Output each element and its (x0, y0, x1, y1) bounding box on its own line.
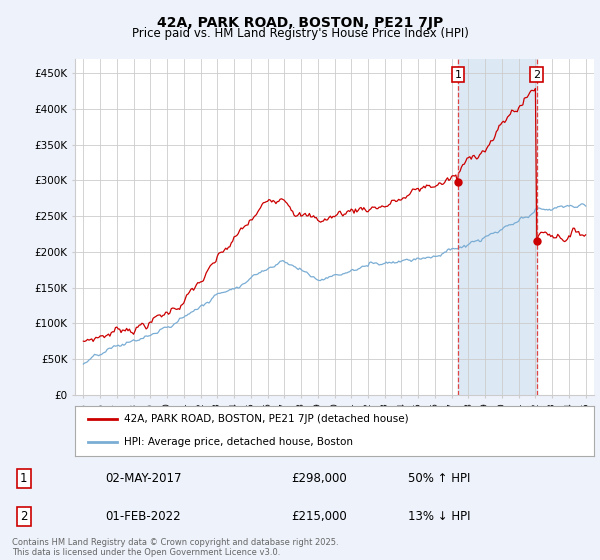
Text: £215,000: £215,000 (292, 510, 347, 523)
Text: 2: 2 (20, 510, 28, 523)
Text: Price paid vs. HM Land Registry's House Price Index (HPI): Price paid vs. HM Land Registry's House … (131, 27, 469, 40)
Text: 2: 2 (533, 69, 541, 80)
Text: 42A, PARK ROAD, BOSTON, PE21 7JP: 42A, PARK ROAD, BOSTON, PE21 7JP (157, 16, 443, 30)
Text: 01-FEB-2022: 01-FEB-2022 (105, 510, 181, 523)
Text: 50% ↑ HPI: 50% ↑ HPI (408, 472, 470, 485)
Text: Contains HM Land Registry data © Crown copyright and database right 2025.
This d: Contains HM Land Registry data © Crown c… (12, 538, 338, 557)
Text: 1: 1 (454, 69, 461, 80)
Text: 1: 1 (20, 472, 28, 485)
Text: 13% ↓ HPI: 13% ↓ HPI (408, 510, 470, 523)
Text: £298,000: £298,000 (292, 472, 347, 485)
Text: 02-MAY-2017: 02-MAY-2017 (105, 472, 182, 485)
Text: 42A, PARK ROAD, BOSTON, PE21 7JP (detached house): 42A, PARK ROAD, BOSTON, PE21 7JP (detach… (124, 414, 409, 423)
Bar (458, 59, 537, 395)
Text: HPI: Average price, detached house, Boston: HPI: Average price, detached house, Bost… (124, 437, 353, 447)
